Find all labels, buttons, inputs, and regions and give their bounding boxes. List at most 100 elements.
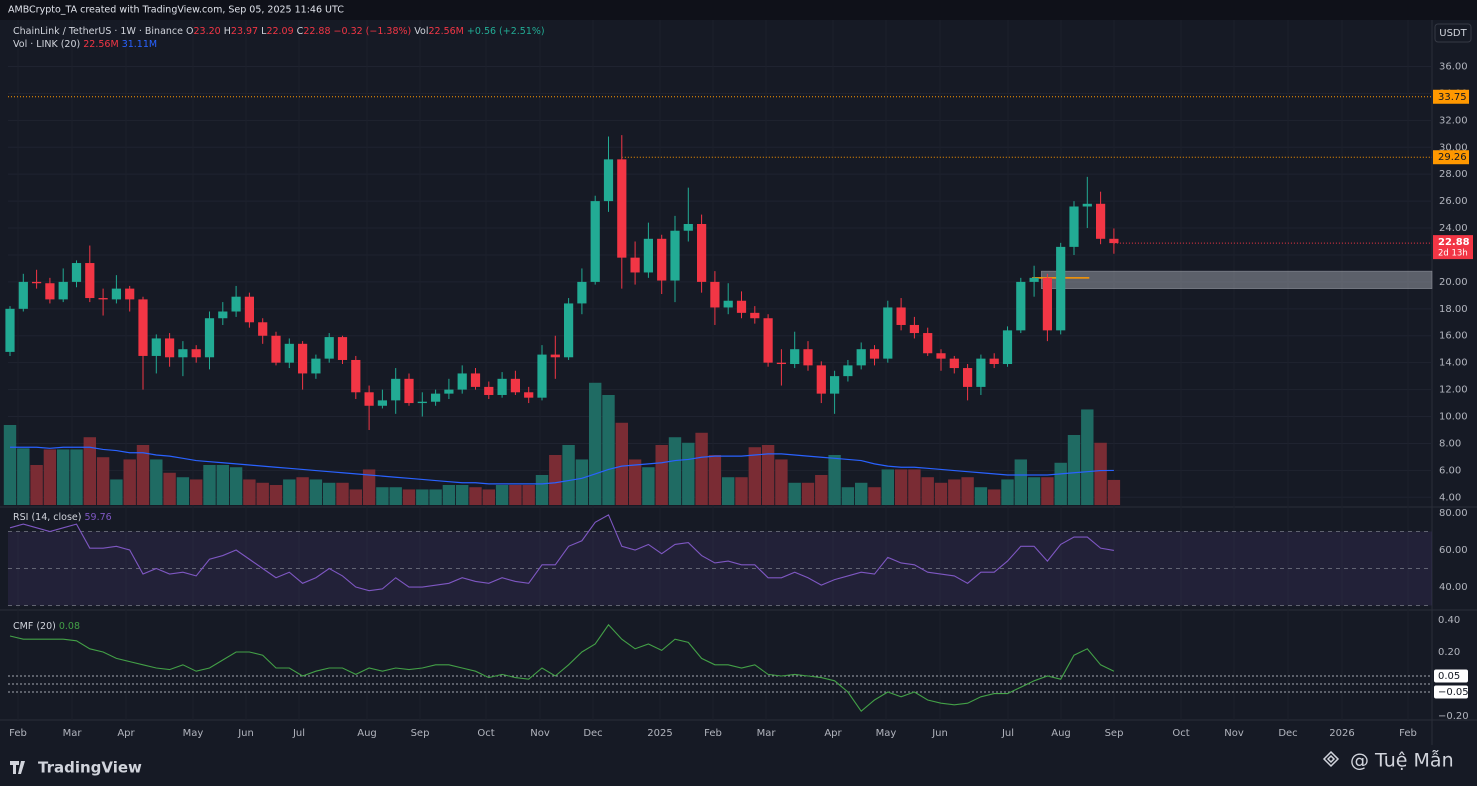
volume-bar xyxy=(655,445,668,505)
candle-body xyxy=(710,281,720,308)
candle-body xyxy=(364,392,374,406)
level-badge xyxy=(1433,150,1469,165)
cmf-tick-label: 0.40 xyxy=(1438,615,1460,626)
value: 23.20 xyxy=(194,26,221,37)
y-tick-label: 6.00 xyxy=(1439,465,1461,476)
volume-bar xyxy=(549,455,562,505)
candle-body xyxy=(909,324,919,334)
x-tick-label: May xyxy=(183,728,204,739)
volume-bar xyxy=(1094,442,1107,505)
x-tick-label: Oct xyxy=(1172,728,1189,739)
y-tick-label: 24.00 xyxy=(1439,223,1468,234)
volume-bar xyxy=(615,422,628,505)
cmf-tick-label: −0.05 xyxy=(1438,687,1469,698)
top-bar xyxy=(0,0,1477,20)
candle-body xyxy=(151,338,161,356)
study: CMF (20) xyxy=(13,621,56,632)
candle-body xyxy=(165,338,175,358)
volume-bar xyxy=(203,465,216,505)
volume-bar xyxy=(1001,479,1014,505)
candle-body xyxy=(444,389,454,394)
value: 22.56M xyxy=(428,26,463,37)
symbol: ChainLink / TetherUS · 1W · Binance xyxy=(13,26,183,37)
volume-bar xyxy=(269,485,283,505)
candle-body xyxy=(1096,203,1106,239)
candle-body xyxy=(776,362,786,365)
volume-bar xyxy=(815,475,828,505)
volume-bar xyxy=(1081,409,1094,505)
currency-badge[interactable] xyxy=(1434,23,1472,43)
candle-body xyxy=(298,343,308,374)
candle-body xyxy=(244,296,254,323)
cmf-tick-label: 0.05 xyxy=(1438,671,1460,682)
candle-body xyxy=(18,281,28,309)
x-tick-label: 2026 xyxy=(1329,728,1354,739)
candle-body xyxy=(32,281,42,284)
last-price-badge xyxy=(1433,235,1473,260)
volume-bar xyxy=(934,482,948,505)
candle-body xyxy=(271,335,281,363)
x-tick-label: Nov xyxy=(1224,728,1244,739)
candle-body xyxy=(697,223,707,282)
volume-bar xyxy=(1067,435,1081,505)
volume-bar xyxy=(1014,459,1027,505)
candle-body xyxy=(1002,330,1013,365)
x-tick-label: Aug xyxy=(1051,728,1071,739)
x-tick-label: Apr xyxy=(824,728,842,739)
candle-body xyxy=(670,230,680,281)
candle-body xyxy=(816,365,826,394)
volume-bar xyxy=(642,467,655,505)
volume-bar xyxy=(589,382,602,505)
value: 31.11M xyxy=(122,39,157,50)
volume-bar xyxy=(216,465,229,505)
candle-body xyxy=(550,354,560,358)
volume-bar xyxy=(841,487,855,505)
candle-body xyxy=(869,349,880,359)
candle-body xyxy=(843,365,853,377)
volume-bar xyxy=(602,395,615,505)
volume-bar xyxy=(283,479,296,505)
candle-body xyxy=(324,337,334,359)
candle-body xyxy=(643,238,653,273)
candle-body xyxy=(603,159,614,202)
level-label: 33.75 xyxy=(1438,92,1467,103)
candle-body xyxy=(470,373,481,387)
volume-bar xyxy=(96,457,110,505)
volume-bar xyxy=(442,485,456,505)
candle-body xyxy=(457,373,467,390)
candle-body xyxy=(431,393,441,402)
candle-body xyxy=(497,378,507,395)
tradingview-logo: TradingView xyxy=(10,759,142,777)
rsi-tick-label: 40.00 xyxy=(1439,582,1468,593)
volume-bar xyxy=(416,489,429,505)
candle-body xyxy=(683,223,693,231)
countdown: 2d 13h xyxy=(1438,249,1468,259)
volume-bar xyxy=(695,432,708,505)
volume-bar xyxy=(150,459,163,505)
candle-body xyxy=(1016,281,1026,331)
candle-body xyxy=(231,296,241,312)
volume-bar xyxy=(668,437,682,505)
cmf-tick-label: 0.20 xyxy=(1438,647,1460,658)
volume-bar xyxy=(110,479,123,505)
volume-bar xyxy=(57,449,70,505)
candle-body xyxy=(976,358,986,387)
candle-body xyxy=(178,349,188,358)
volume-bar xyxy=(1107,479,1121,505)
watermark-text: @ Tuệ Mẫn xyxy=(1350,749,1454,772)
y-tick-label: 20.00 xyxy=(1439,277,1468,288)
label: C xyxy=(297,26,304,37)
rsi-tick-label: 80.00 xyxy=(1439,508,1468,519)
candle-body xyxy=(71,263,82,282)
candle-body xyxy=(896,307,906,325)
volume-bar xyxy=(136,445,150,505)
volume-bar xyxy=(722,477,735,505)
candle-body xyxy=(284,343,294,363)
candle-body xyxy=(58,281,68,300)
candle-body xyxy=(111,288,121,300)
study: Vol · LINK (20) xyxy=(13,39,80,50)
volume-bar xyxy=(828,455,841,505)
level-badge xyxy=(1433,89,1469,104)
candle-body xyxy=(736,300,747,313)
